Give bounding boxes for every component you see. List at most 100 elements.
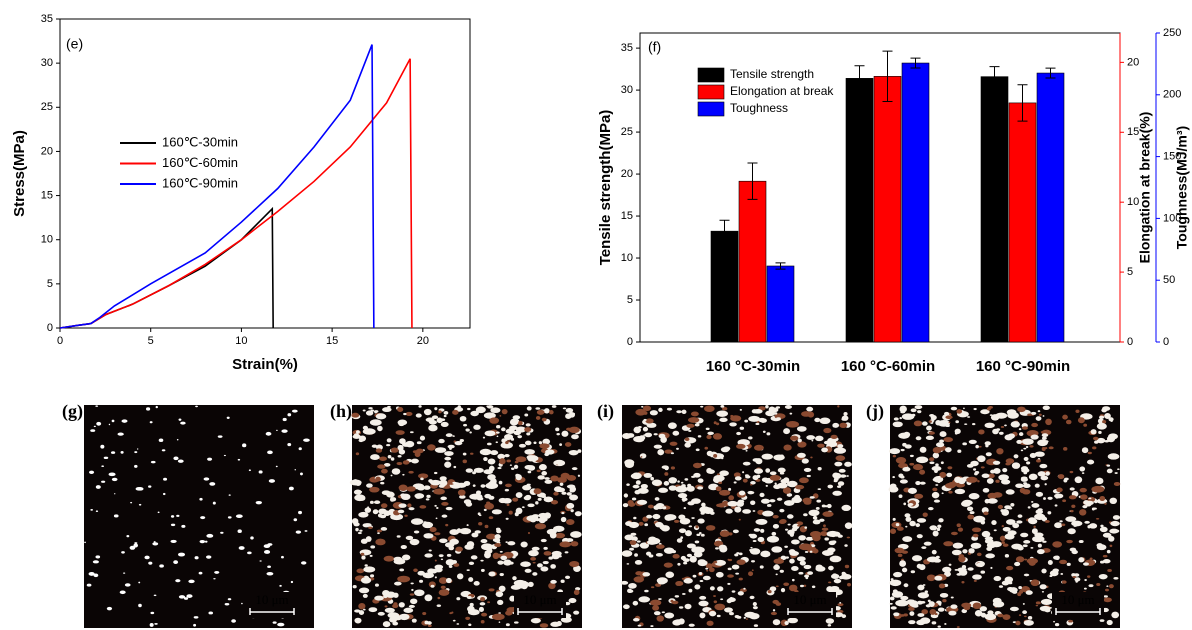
y-tick-label: 0	[1127, 336, 1133, 348]
x-tick-label: 15	[326, 335, 338, 347]
texture	[103, 456, 109, 460]
texture	[811, 439, 814, 442]
stress-strain-curve	[59, 58, 413, 329]
texture	[242, 443, 247, 448]
texture	[559, 541, 572, 548]
texture	[410, 458, 419, 464]
texture	[963, 407, 965, 410]
texture	[247, 551, 252, 555]
texture	[355, 495, 359, 497]
texture	[785, 528, 789, 531]
texture	[364, 507, 372, 513]
texture	[1012, 522, 1020, 529]
texture	[453, 465, 457, 469]
texture	[1023, 615, 1027, 618]
texture	[640, 456, 643, 458]
error-bar	[854, 65, 865, 92]
texture	[919, 446, 927, 453]
texture	[111, 419, 115, 423]
texture	[303, 438, 310, 442]
texture	[468, 577, 474, 582]
texture	[889, 448, 901, 455]
texture	[743, 616, 746, 619]
texture	[700, 405, 704, 408]
texture	[258, 470, 263, 474]
texture	[360, 577, 372, 584]
texture	[86, 583, 92, 587]
texture	[655, 552, 663, 557]
texture	[920, 600, 926, 604]
texture	[1040, 598, 1053, 606]
texture	[769, 474, 781, 481]
texture	[734, 506, 742, 513]
texture	[417, 485, 425, 491]
texture	[101, 480, 106, 483]
texture	[670, 466, 676, 470]
texture	[436, 417, 443, 424]
texture	[1022, 438, 1034, 445]
texture	[845, 507, 849, 510]
error-bar	[910, 57, 921, 69]
y-tick-label: 25	[621, 126, 633, 138]
texture	[505, 517, 509, 520]
texture	[969, 511, 975, 515]
scale-bar-bg	[514, 592, 566, 618]
texture	[827, 623, 832, 627]
texture	[209, 482, 216, 486]
texture	[758, 417, 766, 423]
texture	[676, 410, 682, 414]
texture	[390, 457, 395, 461]
texture	[484, 430, 496, 437]
texture	[530, 518, 537, 523]
texture	[417, 473, 429, 479]
texture	[1031, 503, 1040, 508]
texture	[837, 481, 845, 486]
texture	[983, 511, 989, 516]
texture	[1026, 461, 1031, 465]
texture	[966, 476, 978, 483]
texture	[1006, 409, 1017, 416]
texture	[1022, 483, 1031, 489]
texture	[1083, 587, 1087, 590]
texture	[976, 552, 982, 557]
texture	[1074, 577, 1081, 582]
texture	[686, 423, 695, 428]
texture	[676, 538, 683, 543]
texture	[935, 442, 945, 448]
texture	[812, 515, 818, 520]
texture	[114, 493, 116, 495]
texture	[821, 504, 826, 508]
texture	[476, 494, 483, 501]
texture	[731, 590, 736, 593]
texture	[377, 532, 380, 535]
texture	[660, 436, 667, 443]
texture	[942, 566, 952, 573]
texture	[760, 528, 765, 533]
texture	[917, 584, 925, 591]
texture	[992, 428, 999, 435]
texture	[676, 447, 679, 450]
texture	[1029, 445, 1034, 448]
texture	[267, 450, 273, 455]
texture	[250, 536, 254, 540]
texture	[1039, 463, 1048, 469]
texture	[469, 431, 472, 434]
texture	[943, 541, 954, 547]
texture	[434, 447, 447, 453]
texture	[634, 553, 638, 557]
texture	[497, 560, 504, 565]
texture	[506, 459, 512, 463]
texture	[1018, 432, 1024, 437]
texture	[1044, 447, 1048, 450]
texture	[1094, 440, 1099, 444]
texture	[479, 448, 492, 456]
texture	[737, 591, 744, 596]
texture	[279, 584, 282, 587]
texture	[917, 410, 922, 414]
texture	[738, 577, 743, 581]
texture	[410, 598, 418, 605]
texture	[1088, 523, 1098, 529]
texture	[1081, 447, 1089, 454]
texture	[770, 611, 778, 616]
texture	[699, 532, 702, 535]
